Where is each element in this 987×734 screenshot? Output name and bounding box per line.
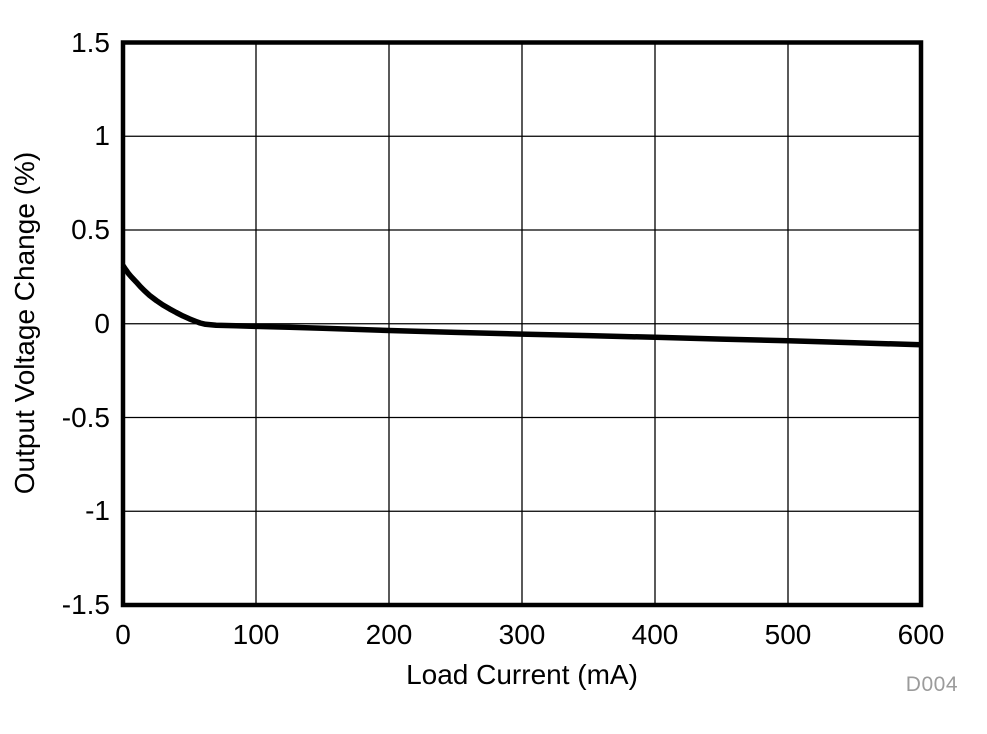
x-tick-label: 0 xyxy=(115,619,131,650)
y-tick-label: -1 xyxy=(85,495,110,527)
series-line xyxy=(120,264,922,348)
y-tick-label: 1 xyxy=(94,120,110,152)
x-tick-label: 500 xyxy=(764,619,812,650)
y-tick-label: -0.5 xyxy=(61,401,110,433)
plot-frame-rect xyxy=(120,40,924,608)
y-tick-label: 1.5 xyxy=(71,26,110,58)
x-axis-title: Load Current (mA) xyxy=(406,659,638,690)
x-tick-label: 200 xyxy=(365,619,413,650)
y-tick-label: 0.5 xyxy=(71,214,110,245)
x-tick-label: 300 xyxy=(498,619,546,650)
data-series xyxy=(120,264,922,348)
y-tick-label: 0 xyxy=(94,307,110,339)
plot-frame xyxy=(120,40,924,608)
figure-id-watermark: D004 xyxy=(905,673,958,696)
x-tick-label: 400 xyxy=(631,619,679,650)
gridlines xyxy=(123,42,921,605)
x-tick-label: 100 xyxy=(232,619,280,650)
y-tick-label: -1.5 xyxy=(61,589,110,620)
y-axis-title: Output Voltage Change (%) xyxy=(9,151,40,495)
x-tick-label: 600 xyxy=(897,619,945,650)
